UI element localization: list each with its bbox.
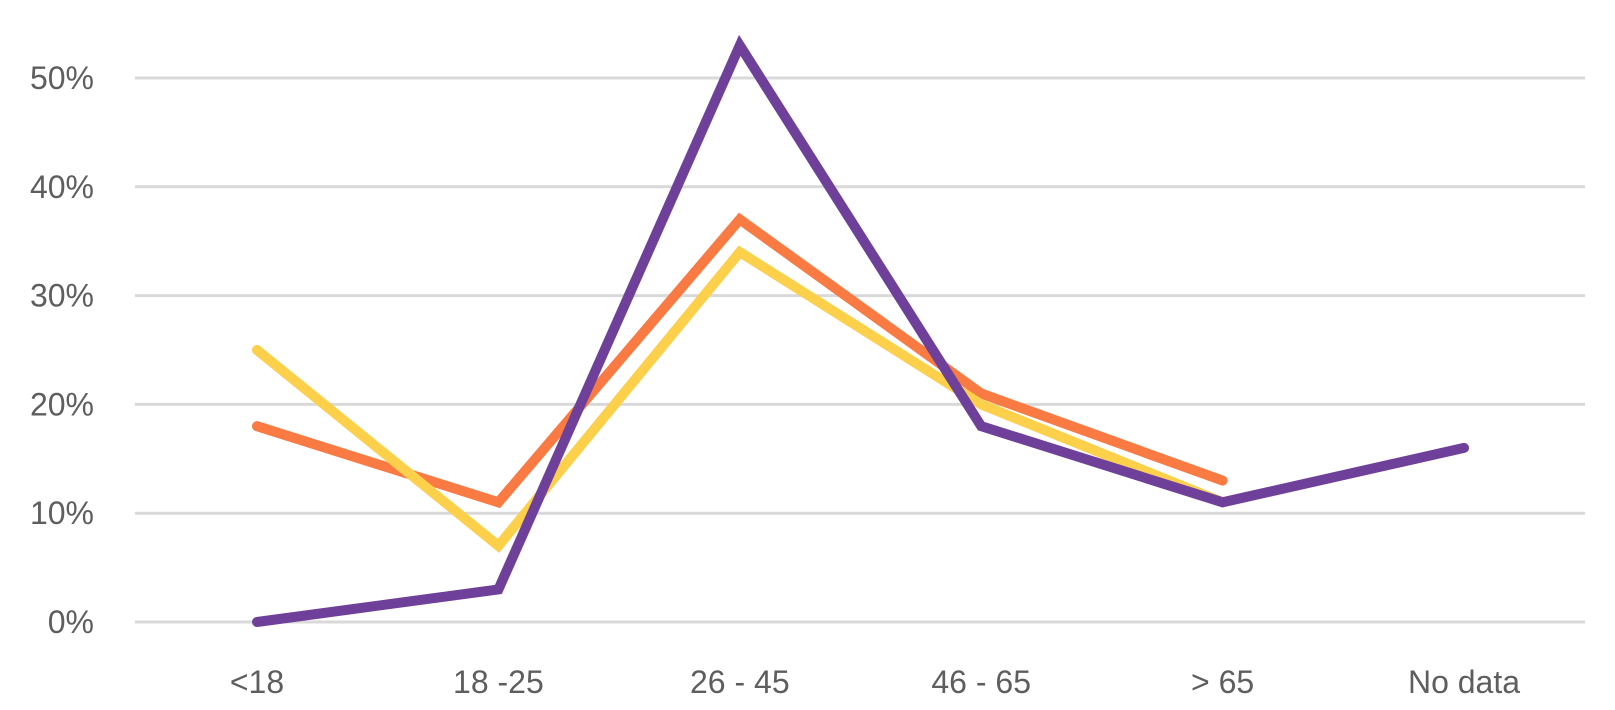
x-axis-tick-labels: <18 18 -25 26 - 45 46 - 65 > 65 No data xyxy=(230,664,1520,700)
series-line-2 xyxy=(252,245,1228,553)
y-tick-label: 30% xyxy=(30,278,94,314)
y-tick-label: 0% xyxy=(48,604,94,640)
x-tick-label: > 65 xyxy=(1191,664,1254,700)
gridlines xyxy=(135,76,1585,624)
y-tick-label: 40% xyxy=(30,169,94,205)
y-tick-label: 50% xyxy=(30,60,94,96)
series-line-3 xyxy=(252,34,1469,627)
x-tick-label: 26 - 45 xyxy=(690,664,790,700)
y-tick-label: 20% xyxy=(30,386,94,422)
x-tick-label: No data xyxy=(1408,664,1520,700)
x-tick-label: <18 xyxy=(230,664,284,700)
y-axis-tick-labels: 0% 10% 20% 30% 40% 50% xyxy=(30,60,94,640)
x-tick-label: 18 -25 xyxy=(453,664,544,700)
series-lines xyxy=(252,34,1469,627)
y-tick-label: 10% xyxy=(30,495,94,531)
x-tick-label: 46 - 65 xyxy=(931,664,1031,700)
